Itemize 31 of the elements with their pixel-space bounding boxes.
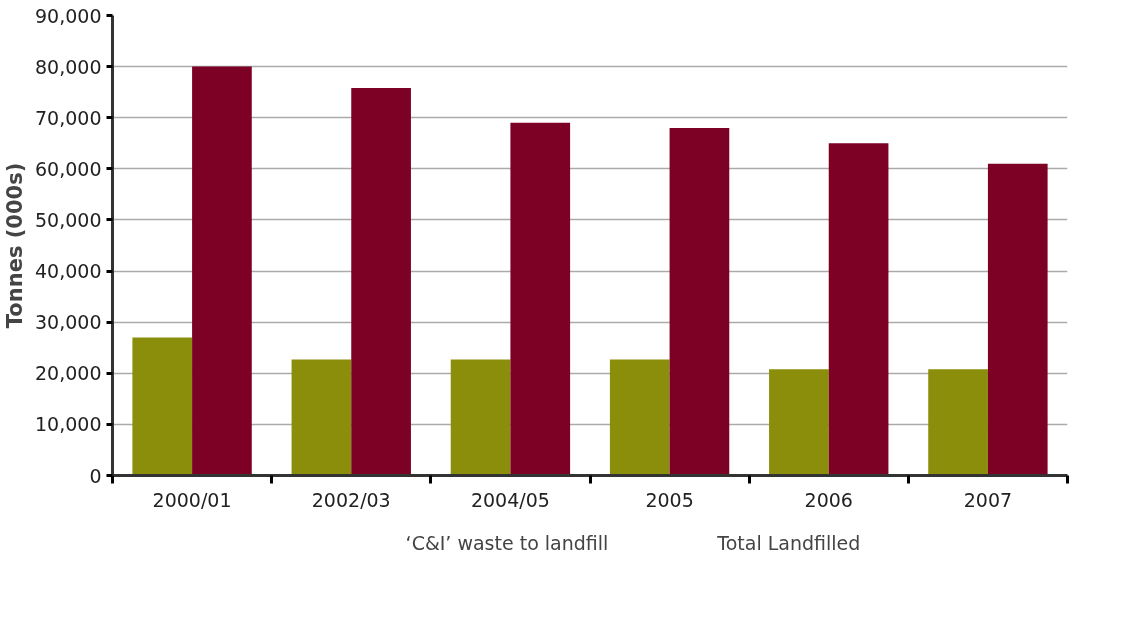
x-tick-label: 2005 [645,488,694,511]
y-tick-label: 90,000 [35,4,102,27]
y-axis-title: Tonnes (000s) [3,162,28,329]
y-tick-label: 80,000 [35,55,102,78]
text: ‘C&I’ waste to landfill [405,532,609,554]
x-tick-label: 2000/01 [152,488,232,511]
bar [928,369,988,476]
y-tick-label: 60,000 [35,157,102,180]
x-tick-label: 2006 [804,488,853,511]
text: Total Landfilled [717,532,861,554]
bar [192,66,252,476]
bar [450,359,511,476]
bar [669,127,730,476]
x-tick-label: 2002/03 [311,488,391,511]
x-tick-label: 2004/05 [470,488,550,511]
y-tick-label: 40,000 [35,260,102,283]
bar [987,163,1048,476]
y-tick-label: 30,000 [35,311,102,334]
y-tick-label: 70,000 [35,106,102,129]
bar [351,88,411,476]
bar [291,359,352,476]
y-tick-label: 50,000 [35,208,102,231]
bar [769,369,829,476]
y-tick-label: 10,000 [35,413,102,436]
bar [132,337,193,476]
bar [609,359,670,476]
bar [828,143,889,476]
bar [510,122,571,476]
x-tick-label: 2007 [963,488,1013,511]
y-tick-label: 0 [89,464,102,487]
y-tick-label: 20,000 [35,362,102,385]
